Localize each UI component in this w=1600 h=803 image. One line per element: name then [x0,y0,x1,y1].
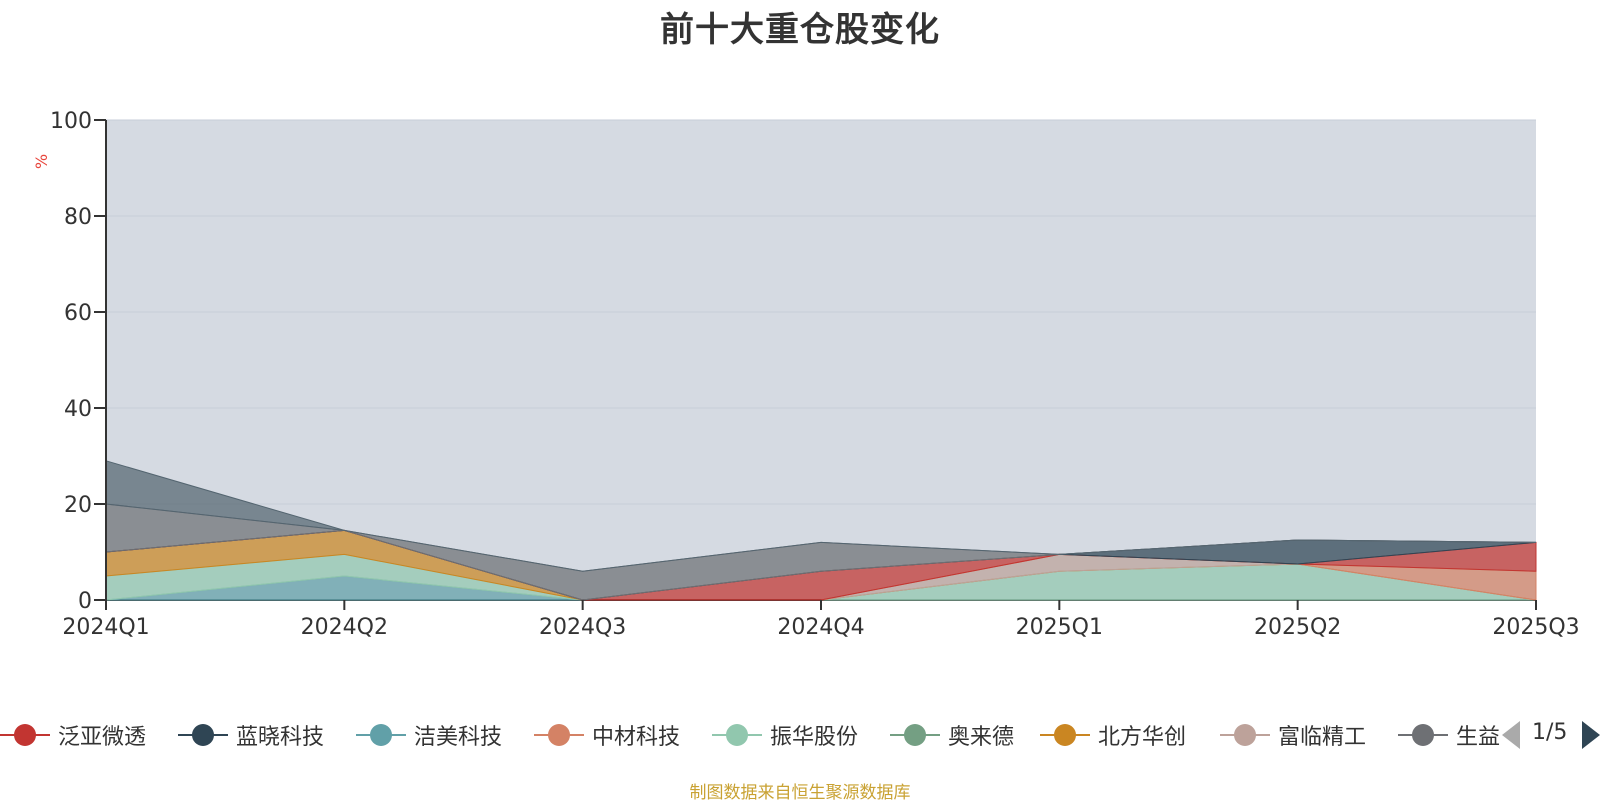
legend-dot [1054,724,1076,746]
legend-marker-icon [890,723,940,747]
previous-page-icon[interactable] [1501,721,1520,749]
source-note: 制图数据来自恒生聚源数据库 [689,783,911,803]
legend-dot [904,724,926,746]
x-tick-label: 2024Q1 [62,615,149,640]
legend-item[interactable]: 富临精工 [1220,718,1366,752]
legend: 泛亚微透 蓝晓科技 洁美科技 中材科技 振华股份 奥来德 北方华创 富临精工 生益科技 [0,718,1500,752]
legend-item[interactable]: 中材科技 [534,718,680,752]
legend-label: 泛亚微透 [58,725,147,750]
y-axis-unit-label: % [32,153,52,170]
legend-label: 奥来德 [948,725,1015,750]
legend-item[interactable]: 北方华创 [1040,718,1186,752]
legend-dot [14,724,36,746]
legend-dot [726,724,748,746]
chart-title: 前十大重仓股变化 [660,10,940,50]
x-tick-label: 2024Q3 [539,615,626,640]
plot-background [106,120,1536,600]
legend-item[interactable]: 奥来德 [890,718,1014,752]
legend-dot [548,724,570,746]
next-page-icon[interactable] [1582,721,1600,749]
legend-marker-icon [1040,723,1090,747]
legend-label: 洁美科技 [414,725,503,750]
area-series-9[interactable] [105,460,1537,572]
y-tick-label: 20 [64,493,92,518]
legend-item[interactable]: 生益科技 [1398,718,1500,752]
legend-dot [370,724,392,746]
legend-marker-icon [0,723,50,747]
x-tick-label: 2025Q3 [1492,615,1579,640]
x-tick-label: 2024Q2 [301,615,388,640]
legend-item[interactable]: 泛亚微透 [0,718,146,752]
x-tick-label: 2024Q4 [777,615,864,640]
x-tick-label: 2025Q1 [1016,615,1103,640]
legend-label: 生益科技 [1456,725,1500,750]
legend-pager: 1/5 [1500,718,1600,752]
legend-item[interactable]: 振华股份 [712,718,858,752]
legend-dot [1412,724,1434,746]
legend-marker-icon [534,723,584,747]
legend-label: 振华股份 [770,725,859,750]
legend-item[interactable]: 洁美科技 [356,718,502,752]
legend-dot [192,724,214,746]
x-tick-label: 2025Q2 [1254,615,1341,640]
legend-item[interactable]: 蓝晓科技 [178,718,324,752]
y-tick-label: 100 [50,109,92,134]
legend-marker-icon [1398,723,1448,747]
legend-dot [1234,724,1256,746]
plot-background-group [106,120,1536,600]
legend-label: 北方华创 [1098,725,1187,750]
legend-label: 中材科技 [592,725,681,750]
y-tick-label: 60 [64,301,92,326]
legend-marker-icon [712,723,762,747]
legend-marker-icon [178,723,228,747]
legend-marker-icon [1220,723,1270,747]
legend-page-indicator: 1/5 [1532,720,1568,745]
legend-label: 富临精工 [1278,725,1367,750]
y-tick-label: 80 [64,205,92,230]
y-tick-label: 0 [78,589,92,614]
y-tick-label: 40 [64,397,92,422]
legend-label: 蓝晓科技 [236,725,325,750]
axis-layer: 0 20 40 60 80 100 2024Q1 2024Q2 2024Q3 2024Q4 2025… [50,109,1580,640]
legend-marker-icon [356,723,406,747]
